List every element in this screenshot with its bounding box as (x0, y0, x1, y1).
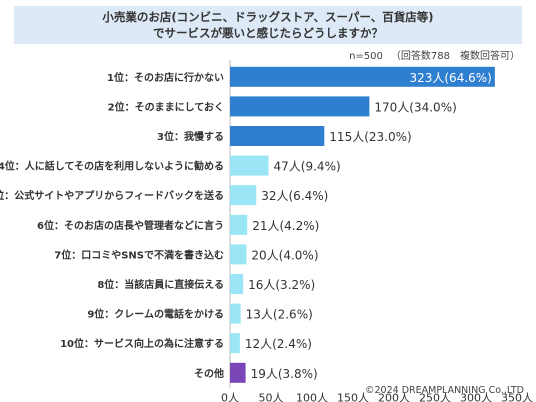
sample-size: n=500 (349, 51, 383, 62)
data-label: 13人(2.6%) (246, 308, 313, 322)
bar (230, 214, 248, 235)
sample-note: n=500 （回答数788 複数回答可） (341, 47, 520, 62)
category-label: 4位：人に話してその店を利用しないように勧める (0, 160, 224, 173)
answer-count: （回答数788 複数回答可） (390, 51, 520, 62)
data-label: 32人(6.4%) (261, 189, 328, 203)
x-tick-label: 150人 (337, 392, 369, 402)
bar (230, 362, 246, 383)
data-label: 12人(2.4%) (245, 337, 312, 351)
x-tick-label: 0人 (221, 392, 239, 402)
x-tick-label: 300人 (460, 392, 492, 402)
chart-title-line2: でサービスが悪いと感じたらどうしますか？ (153, 26, 383, 40)
bar (230, 126, 325, 146)
category-label: 9位：クレームの電話をかける (87, 308, 224, 321)
category-label: その他 (194, 367, 224, 380)
bar (230, 274, 244, 294)
data-label: 323人(64.6%) (409, 71, 491, 85)
bar (230, 333, 240, 354)
data-label: 21人(4.2%) (252, 219, 319, 233)
category-label: 8位：当該店員に直接伝える (97, 278, 224, 291)
data-label: 170人(34.0%) (374, 100, 456, 114)
bar (230, 303, 241, 324)
category-label: 5位：公式サイトやアプリからフィードバックを送る (0, 189, 224, 202)
data-label: 47人(9.4%) (274, 160, 341, 174)
x-tick-label: 250人 (419, 392, 451, 402)
chart-title-line1: 小売業のお店(コンビニ、ドラッグストア、スーパー、百貨店等) (102, 10, 434, 24)
x-tick-label: 200人 (378, 392, 410, 402)
x-tick-label: 50人 (259, 392, 284, 402)
category-label: 1位：そのお店に行かない (107, 71, 224, 84)
chart-title-box: 小売業のお店(コンビニ、ドラッグストア、スーパー、百貨店等) でサービスが悪いと… (14, 6, 522, 44)
category-label: 6位：そのお店の店長や管理者などに言う (37, 219, 224, 232)
category-label: 3位：我慢する (157, 130, 224, 143)
category-label: 7位：口コミやSNSで不満を書き込む (54, 248, 224, 261)
copyright: ©2024 DREAMPLANNING Co.,LTD (365, 385, 524, 396)
data-label: 115人(23.0%) (329, 130, 411, 144)
category-label: 10位：サービス向上の為に注意する (60, 337, 224, 350)
x-tick-label: 350人 (501, 392, 533, 402)
bar (230, 155, 269, 176)
x-tick-label: 100人 (296, 392, 328, 402)
category-label: 2位：そのままにしておく (108, 100, 224, 113)
bar (230, 96, 370, 117)
bar (230, 185, 257, 206)
data-label: 16人(3.2%) (248, 278, 315, 292)
bar (230, 66, 495, 87)
bar (230, 244, 247, 265)
data-label: 19人(3.8%) (251, 367, 318, 381)
data-label: 20人(4.0%) (251, 248, 318, 262)
